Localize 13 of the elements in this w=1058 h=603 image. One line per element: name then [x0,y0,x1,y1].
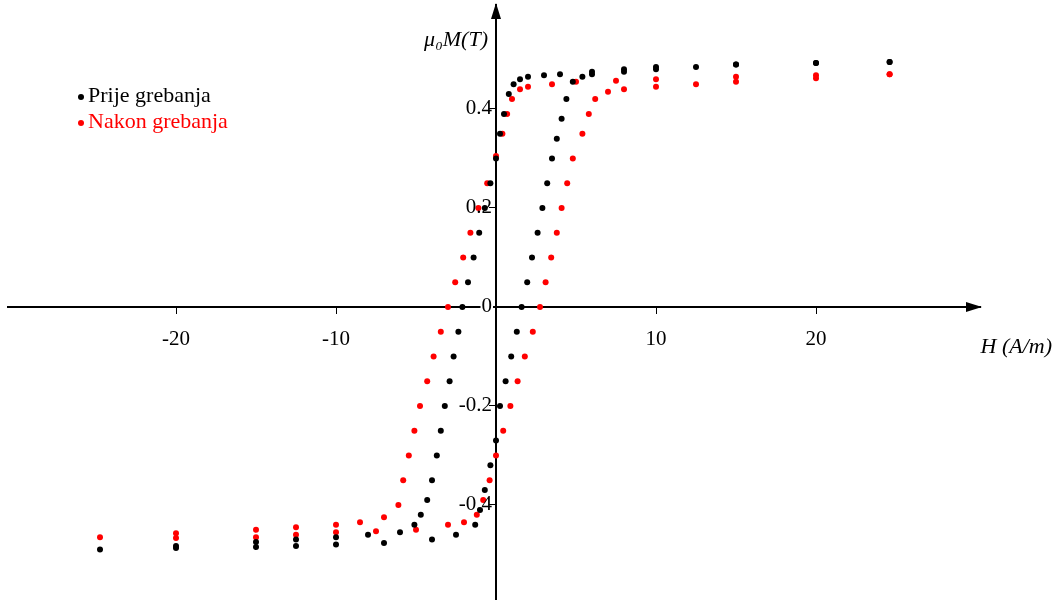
y-axis-title: μ₀M(T) [423,25,488,51]
y-tick-label: -0.4 [458,491,493,516]
x-tick-label: 20 [805,326,827,351]
x-axis-title: H (A/m) [979,332,1052,358]
x-tick-label: -20 [162,326,190,351]
legend-label: Nakon grebanja [88,108,228,133]
legend-label: Prije grebanja [88,82,211,107]
x-tick-label: -10 [322,326,350,351]
y-tick-label: 0.2 [465,194,492,219]
y-tick-label: -0.2 [458,392,493,417]
y-tick-label: 0 [481,293,492,318]
x-tick-label: 10 [645,326,667,351]
y-tick-label: 0.4 [465,95,493,120]
